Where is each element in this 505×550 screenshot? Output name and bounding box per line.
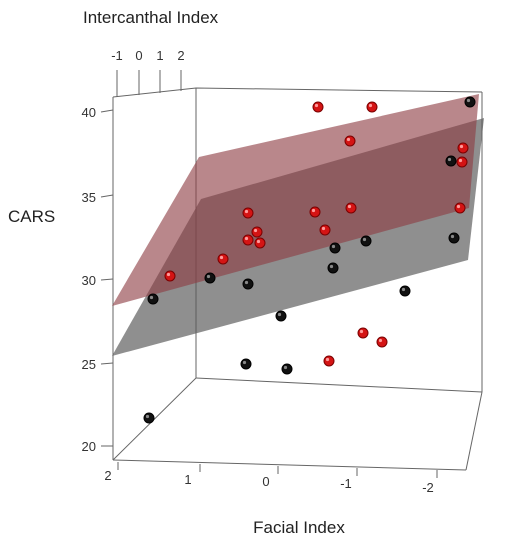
x-tick-label: 0 xyxy=(262,474,269,489)
data-point-red xyxy=(242,234,254,246)
x-tick-label: 2 xyxy=(104,468,111,483)
y-axis: 40 35 30 25 20 CARS xyxy=(8,105,114,454)
data-point-black xyxy=(143,412,155,424)
y-axis-label: CARS xyxy=(8,207,55,226)
y-tick-label: 25 xyxy=(82,357,96,372)
data-point-red xyxy=(366,101,378,113)
z-tick-label: 0 xyxy=(135,48,142,63)
data-point-highlight xyxy=(459,144,464,149)
data-point-highlight xyxy=(311,208,316,213)
data-point-highlight xyxy=(362,237,367,242)
y-tick-label: 35 xyxy=(82,190,96,205)
data-point-highlight xyxy=(283,365,288,370)
x-axis-label: Facial Index xyxy=(253,518,345,537)
data-point-black xyxy=(204,272,216,284)
data-point-red xyxy=(312,101,324,113)
data-point-highlight xyxy=(378,338,383,343)
y-tick-label: 40 xyxy=(82,105,96,120)
data-point-highlight xyxy=(253,228,258,233)
data-point-black xyxy=(327,262,339,274)
x-tick-label: -2 xyxy=(422,480,434,495)
data-point-highlight xyxy=(166,272,171,277)
data-point-highlight xyxy=(256,239,261,244)
data-point-highlight xyxy=(206,274,211,279)
data-point-red xyxy=(217,253,229,265)
x-axis: 2 1 0 -1 -2 Facial Index xyxy=(104,462,438,537)
box-back-bottom xyxy=(195,377,483,393)
box-left-bottom-diag xyxy=(112,377,197,461)
data-point-highlight xyxy=(244,280,249,285)
data-point-highlight xyxy=(447,157,452,162)
data-point-highlight xyxy=(346,137,351,142)
z-tick-label: 2 xyxy=(177,48,184,63)
data-point-red xyxy=(251,226,263,238)
data-point-highlight xyxy=(359,329,364,334)
data-point-black xyxy=(240,358,252,370)
data-point-black xyxy=(360,235,372,247)
data-point-highlight xyxy=(145,414,150,419)
data-point-red xyxy=(323,355,335,367)
data-point-black xyxy=(448,232,460,244)
y-tick-label: 30 xyxy=(82,273,96,288)
data-point-highlight xyxy=(325,357,330,362)
x-tick-label: 1 xyxy=(184,472,191,487)
z-axis-label: Intercanthal Index xyxy=(83,8,219,27)
box-front-bottom xyxy=(112,459,467,471)
data-point-red xyxy=(456,156,468,168)
data-point-black xyxy=(147,293,159,305)
data-point-red xyxy=(319,224,331,236)
data-point-red xyxy=(254,237,266,249)
data-point-highlight xyxy=(314,103,319,108)
data-point-red xyxy=(345,202,357,214)
data-point-highlight xyxy=(277,312,282,317)
z-tick-label: 1 xyxy=(156,48,163,63)
data-point-highlight xyxy=(456,204,461,209)
data-point-highlight xyxy=(368,103,373,108)
data-point-highlight xyxy=(244,236,249,241)
data-point-black xyxy=(281,363,293,375)
z-tick-label: -1 xyxy=(111,48,123,63)
data-point-red xyxy=(164,270,176,282)
data-point-red xyxy=(357,327,369,339)
data-point-red xyxy=(242,207,254,219)
data-point-highlight xyxy=(450,234,455,239)
data-point-highlight xyxy=(347,204,352,209)
data-point-black xyxy=(329,242,341,254)
data-point-highlight xyxy=(466,98,471,103)
data-point-highlight xyxy=(321,226,326,231)
z-axis: -1 0 1 2 Intercanthal Index xyxy=(83,8,219,97)
data-point-red xyxy=(376,336,388,348)
data-point-red xyxy=(309,206,321,218)
data-point-black xyxy=(464,96,476,108)
y-tick-label: 20 xyxy=(82,439,96,454)
data-point-red xyxy=(457,142,469,154)
data-point-highlight xyxy=(329,264,334,269)
data-point-red xyxy=(454,202,466,214)
box-front-right xyxy=(465,391,483,471)
box-top-edge xyxy=(112,87,483,98)
data-points xyxy=(143,96,476,424)
data-point-highlight xyxy=(331,244,336,249)
upper-regression-plane xyxy=(112,94,479,306)
data-point-black xyxy=(399,285,411,297)
data-point-red xyxy=(344,135,356,147)
data-point-highlight xyxy=(149,295,154,300)
data-point-highlight xyxy=(242,360,247,365)
data-point-black xyxy=(242,278,254,290)
data-point-black xyxy=(275,310,287,322)
data-point-highlight xyxy=(219,255,224,260)
data-point-highlight xyxy=(458,158,463,163)
data-point-highlight xyxy=(401,287,406,292)
x-tick-label: -1 xyxy=(340,476,352,491)
data-point-highlight xyxy=(244,209,249,214)
data-point-black xyxy=(445,155,457,167)
